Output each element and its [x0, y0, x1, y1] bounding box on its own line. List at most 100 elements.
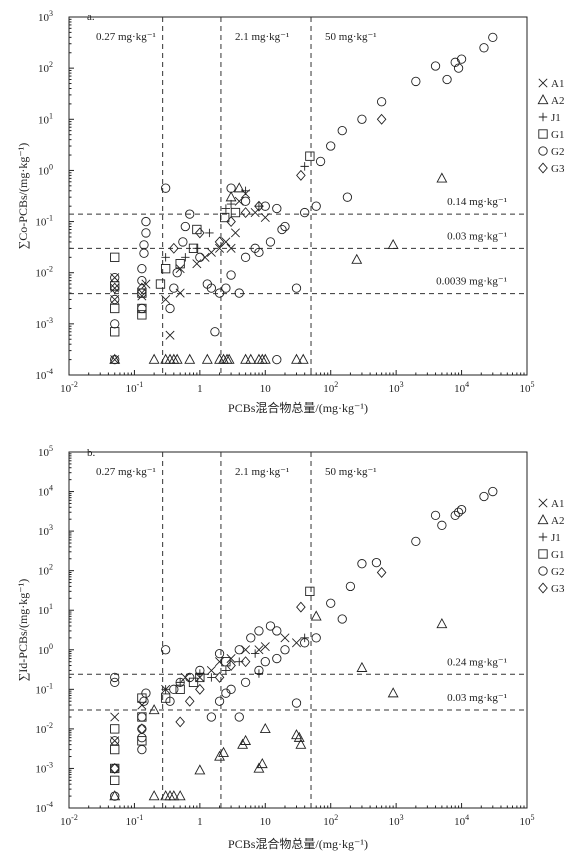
data-point: [110, 724, 120, 734]
data-point: [411, 76, 421, 87]
data-point: [254, 626, 264, 636]
x-tick-label: 102: [323, 380, 338, 395]
data-point: [137, 288, 147, 298]
data-point: [148, 353, 160, 364]
data-point: [137, 310, 147, 320]
data-point: [280, 221, 290, 232]
data-point: [254, 645, 264, 655]
data-point: [214, 648, 225, 659]
series-g1: [110, 151, 315, 337]
legend-label: J1: [551, 532, 561, 544]
data-point: [260, 213, 270, 223]
data-point: [185, 672, 195, 683]
data-point: [110, 791, 120, 801]
data-point: [110, 736, 120, 746]
data-point: [109, 353, 121, 364]
data-point: [214, 696, 225, 706]
data-point: [215, 657, 225, 667]
legend-marker-a1: [538, 498, 548, 508]
data-point: [272, 626, 282, 636]
data-point: [259, 353, 271, 364]
data-point: [280, 645, 290, 655]
vertical-threshold-label: 50 mg·kg⁻¹: [325, 466, 377, 478]
data-point: [137, 282, 147, 294]
legend-marker-g2: [538, 566, 548, 576]
y-tick-label: 100: [38, 162, 53, 177]
data-point: [221, 666, 231, 675]
data-point: [305, 586, 315, 596]
data-point: [110, 283, 120, 293]
data-point: [110, 712, 120, 722]
data-point: [376, 113, 387, 125]
data-point: [141, 688, 151, 698]
y-tick-label: 104: [38, 484, 53, 499]
data-point: [169, 684, 179, 694]
data-point: [295, 738, 307, 749]
data-point: [226, 270, 236, 280]
y-tick-label: 10-2: [35, 265, 53, 280]
data-point: [210, 327, 220, 337]
data-point: [453, 63, 464, 73]
data-point: [356, 661, 368, 672]
vertical-threshold-label: 50 mg·kg⁻¹: [325, 31, 377, 43]
data-point: [141, 228, 151, 238]
data-point: [171, 353, 183, 364]
data-point: [221, 204, 231, 213]
data-point: [175, 684, 185, 694]
series-g1: [110, 586, 315, 786]
data-point: [240, 252, 251, 262]
data-point: [168, 790, 180, 801]
data-point: [139, 248, 149, 258]
data-point: [240, 196, 251, 206]
data-point: [137, 733, 147, 743]
data-point: [297, 353, 309, 364]
data-point: [430, 510, 441, 521]
series-a2: [109, 172, 448, 364]
legend-label: A2: [551, 95, 564, 107]
data-point: [137, 723, 147, 735]
data-point: [109, 762, 120, 774]
data-point: [180, 221, 190, 232]
data-point: [311, 201, 321, 211]
data-point: [300, 633, 309, 643]
data-point: [214, 750, 226, 761]
data-point: [234, 288, 244, 298]
data-point: [272, 203, 282, 214]
data-point: [184, 353, 196, 364]
data-point: [326, 598, 336, 608]
x-tick-label: 103: [389, 380, 404, 395]
data-point: [109, 282, 120, 294]
data-point: [233, 182, 245, 193]
data-point: [110, 354, 120, 365]
data-point: [110, 736, 120, 746]
data-point: [192, 224, 202, 235]
data-point: [137, 744, 147, 755]
data-point: [430, 61, 441, 71]
data-point: [230, 228, 240, 238]
legend-marker-a1: [538, 78, 548, 88]
data-point: [214, 288, 225, 298]
y-tick-label: 102: [38, 563, 53, 578]
series-g3: [109, 566, 387, 774]
data-point: [139, 240, 149, 250]
data-point: [192, 259, 202, 269]
data-point: [207, 673, 216, 682]
data-point: [296, 169, 306, 181]
data-point: [160, 183, 171, 193]
legend-label: G3: [551, 163, 565, 175]
data-point: [169, 242, 179, 254]
data-point: [110, 273, 120, 283]
series-a1: [110, 189, 270, 365]
data-point: [296, 601, 306, 613]
data-point: [326, 141, 336, 151]
plot-frame: [68, 16, 528, 376]
data-point: [272, 354, 282, 365]
data-point: [315, 156, 326, 167]
data-point: [141, 216, 151, 227]
data-point: [110, 677, 120, 688]
y-tick-label: 10-4: [35, 800, 53, 815]
data-point: [226, 684, 236, 694]
data-point: [260, 642, 270, 652]
data-point: [235, 657, 244, 666]
